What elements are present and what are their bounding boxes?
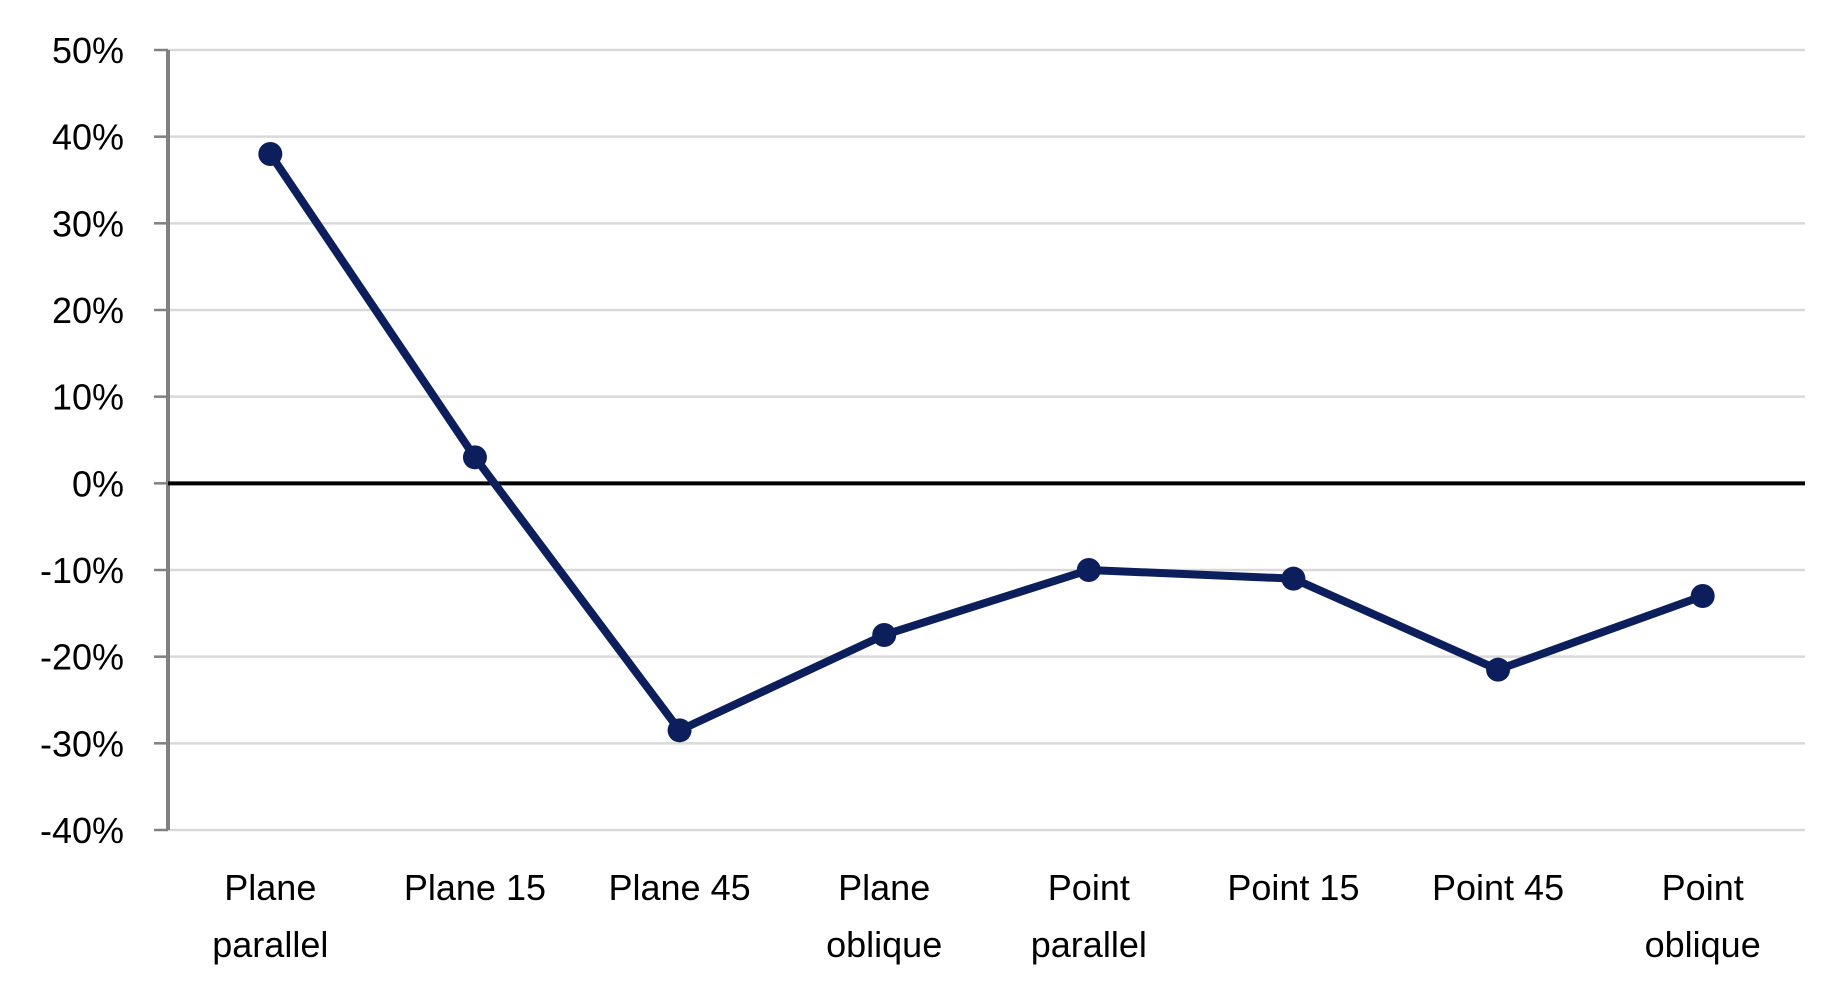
series-line: [266, 151, 1705, 735]
x-axis-category-labels: Plane parallel Plane 15 Plane 45 Plane obliqu…: [212, 867, 1760, 965]
data-point: [667, 718, 692, 743]
y-axis-tick-labels: 50% 40% 30% 20% 10% 0% -10% -20% -30% -40%: [40, 30, 168, 851]
x-category-label: Plane 45: [609, 867, 751, 908]
y-tick-label: 40%: [52, 117, 124, 158]
y-tick-label: 10%: [52, 377, 124, 418]
y-tick-label: 20%: [52, 290, 124, 331]
data-points: [258, 142, 1715, 743]
data-point: [1486, 657, 1511, 682]
gridlines: [168, 48, 1805, 832]
data-point: [872, 623, 897, 647]
data-point: [1281, 566, 1306, 591]
data-point: [1076, 558, 1101, 582]
data-point: [1690, 584, 1715, 608]
y-tick-label: 50%: [52, 30, 124, 71]
x-category-label: Plane oblique: [826, 867, 942, 965]
x-category-label: Point 45: [1432, 867, 1564, 908]
data-point: [258, 142, 283, 166]
y-tick-label: -10%: [40, 550, 124, 591]
y-tick-label: 0%: [72, 463, 124, 504]
x-category-label: Point 15: [1227, 867, 1359, 908]
x-category-label: Point parallel: [1031, 867, 1147, 965]
y-tick-label: 30%: [52, 203, 124, 244]
x-category-label: Point oblique: [1645, 867, 1761, 965]
x-category-label: Plane parallel: [212, 867, 328, 965]
y-tick-label: -40%: [40, 810, 124, 851]
y-tick-label: -30%: [40, 723, 124, 764]
x-category-label: Plane 15: [404, 867, 546, 908]
y-tick-label: -20%: [40, 637, 124, 678]
data-point: [462, 445, 487, 470]
